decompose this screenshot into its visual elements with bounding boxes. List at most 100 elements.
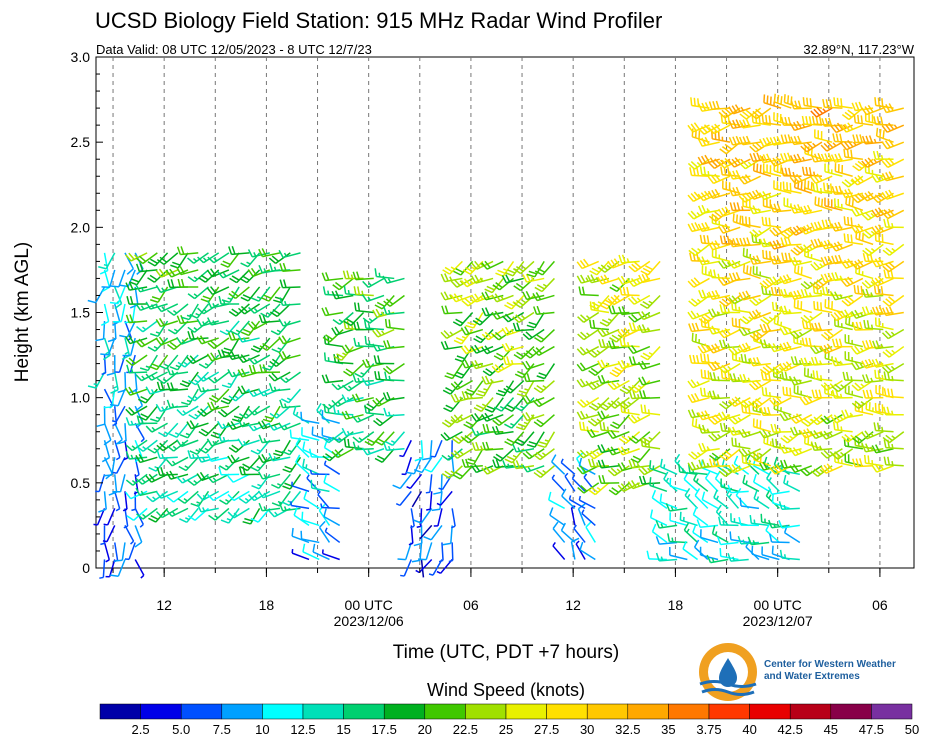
wind-barb	[802, 338, 822, 347]
wind-barb	[312, 427, 329, 441]
wind-barb	[136, 338, 157, 347]
wind-barb	[843, 372, 863, 381]
colorbar-tick-label: 27.5	[534, 722, 559, 737]
wind-barb	[523, 412, 545, 420]
wind-barb	[527, 432, 544, 447]
wind-barb	[580, 542, 595, 559]
wind-barb	[259, 265, 280, 273]
wind-barb	[801, 466, 822, 476]
wind-barb	[523, 396, 545, 404]
wind-barb	[680, 512, 697, 526]
x-tick-label: 00 UTC	[754, 597, 802, 613]
wind-barb	[208, 338, 229, 348]
wind-barb	[749, 310, 771, 319]
wind-barb	[883, 244, 904, 255]
wind-barb	[815, 129, 832, 142]
x-tick-label: 00 UTC	[345, 597, 393, 613]
wind-barb	[197, 336, 219, 344]
wind-barb	[873, 340, 894, 348]
wind-barb	[270, 304, 290, 316]
colorbar-tick-label: 40	[742, 722, 756, 737]
wind-barb	[719, 224, 741, 233]
wind-barb	[874, 422, 893, 431]
wind-barb	[426, 491, 432, 510]
wind-barb	[291, 501, 309, 508]
wind-barb	[259, 435, 280, 443]
colorbar-tick-label: 25	[499, 722, 513, 737]
wind-barb	[445, 364, 463, 379]
wind-barb	[884, 457, 903, 466]
wind-barb	[523, 274, 544, 282]
colorbar-swatch	[547, 704, 588, 719]
wind-barb	[534, 381, 554, 393]
wind-barb	[835, 163, 852, 176]
colorbar-tick-label: 35	[661, 722, 675, 737]
wind-barb	[620, 338, 640, 347]
wind-barb	[884, 372, 904, 381]
wind-barb	[260, 338, 280, 350]
wind-barb	[750, 357, 771, 366]
y-tick-label: 0.5	[71, 475, 91, 491]
wind-barb	[821, 344, 843, 353]
wind-barb	[813, 370, 832, 380]
wind-barb	[270, 355, 291, 366]
x-tick-label: 12	[565, 597, 581, 613]
wind-barb	[107, 355, 115, 375]
wind-barb	[324, 509, 340, 526]
colorbar-swatch	[790, 704, 831, 719]
wind-barb	[579, 287, 599, 296]
wind-barb	[699, 443, 720, 451]
wind-barb	[856, 265, 873, 278]
wind-barb	[178, 246, 199, 254]
wind-barb	[414, 508, 432, 523]
wind-barb	[474, 398, 493, 412]
wind-barb	[730, 202, 750, 210]
wind-barb	[783, 387, 801, 398]
wind-barb	[201, 287, 219, 302]
y-tick-label: 2.0	[71, 219, 91, 235]
wind-barb	[577, 411, 598, 419]
wind-barb	[641, 261, 660, 274]
wind-barb	[791, 136, 812, 145]
colorbar-swatch	[100, 704, 141, 719]
wind-barb	[732, 438, 750, 449]
wind-barb	[692, 333, 709, 347]
colorbar-swatch	[587, 704, 628, 719]
colorbar-tick-label: 3.75	[696, 722, 721, 737]
y-tick-label: 3.0	[71, 49, 91, 65]
wind-barb	[884, 270, 904, 279]
wind-barb	[781, 432, 802, 443]
wind-barb	[410, 508, 414, 527]
wind-barb	[619, 306, 640, 314]
wind-barb	[882, 123, 904, 132]
wind-barb	[589, 364, 609, 376]
wind-barb	[688, 393, 709, 402]
wind-barb	[322, 375, 343, 383]
wind-barb	[229, 246, 250, 254]
wind-barb	[451, 449, 472, 459]
colorbar-swatch	[303, 704, 344, 719]
wind-barb	[577, 363, 599, 371]
wind-barb	[619, 432, 639, 444]
wind-barb	[750, 515, 769, 525]
wind-barb	[803, 97, 822, 108]
wind-barb	[229, 440, 249, 452]
colorbar-swatch	[831, 704, 872, 719]
wind-barb	[821, 142, 842, 151]
y-tick-label: 1.5	[71, 305, 91, 321]
wind-barb	[589, 483, 609, 495]
wind-barb	[693, 507, 707, 525]
wind-barb	[577, 259, 599, 268]
wind-barb	[781, 550, 800, 560]
x-tick-label-date: 2023/12/06	[334, 613, 404, 629]
wind-barb	[628, 480, 650, 488]
wind-barb	[729, 415, 750, 424]
x-tick-label: 18	[259, 597, 275, 613]
wind-barb	[494, 398, 513, 411]
colorbar-swatch	[506, 704, 547, 719]
wind-barb	[535, 261, 554, 274]
wind-barb	[865, 455, 884, 466]
wind-barb	[628, 278, 649, 286]
